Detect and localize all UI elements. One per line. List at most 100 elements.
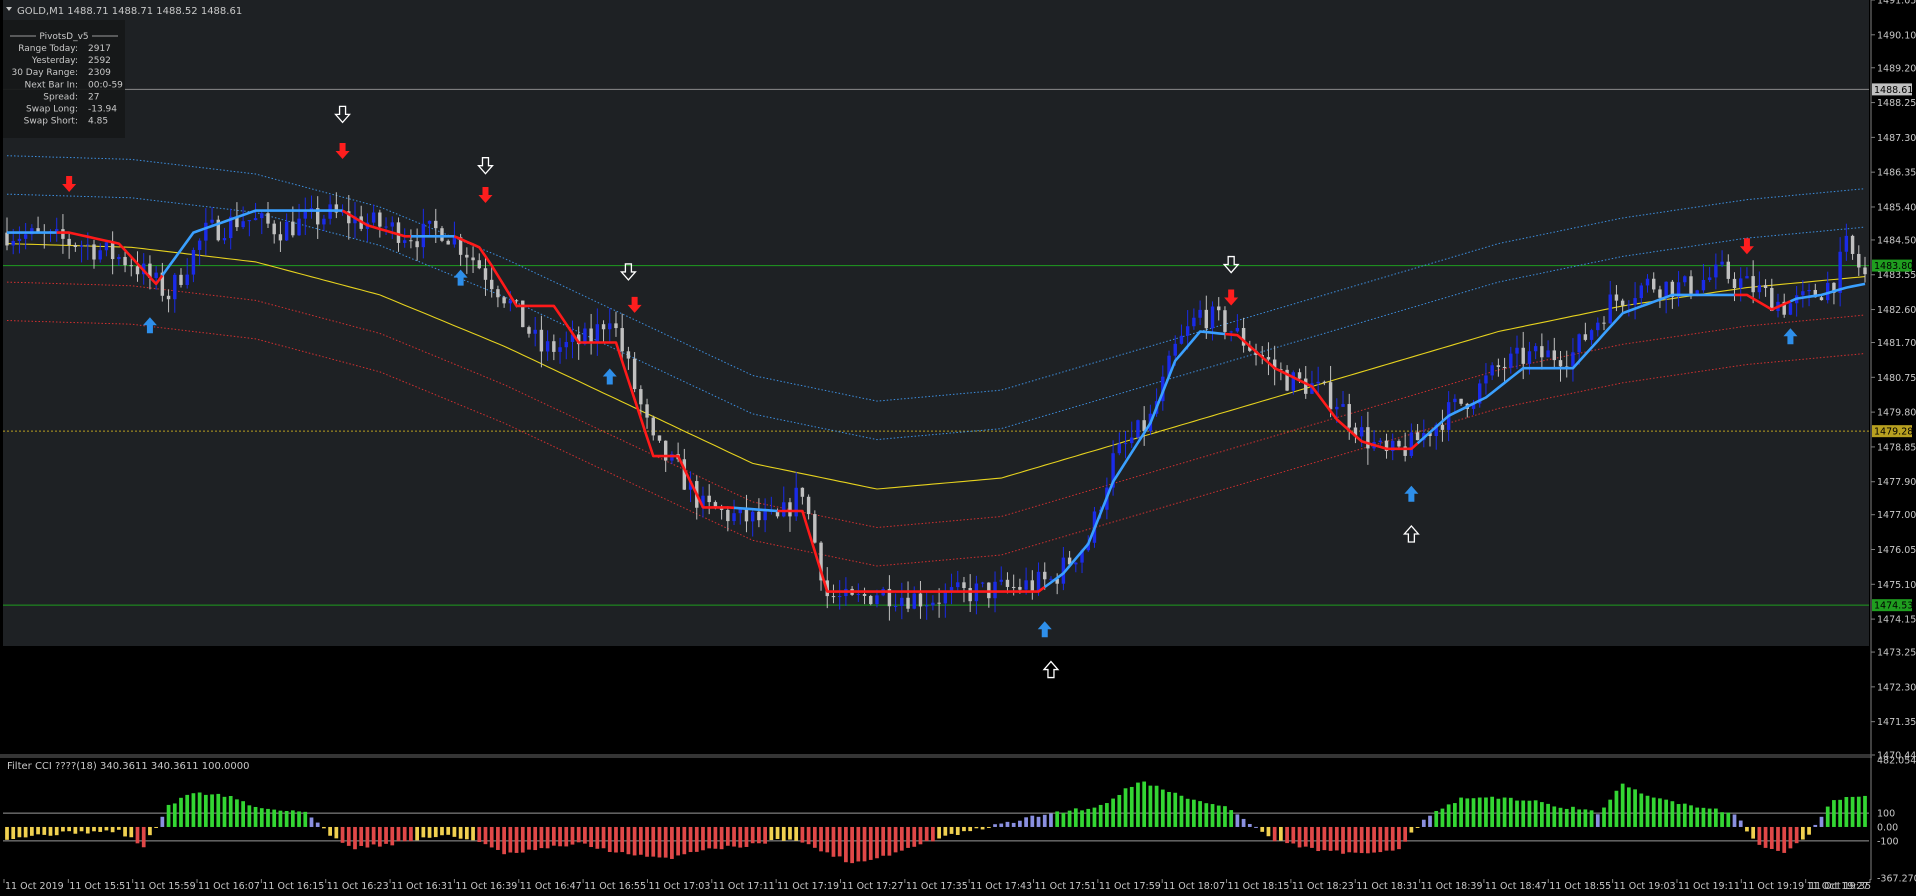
moving-average — [6, 243, 1866, 490]
cci-bar — [67, 826, 72, 832]
candle-body — [521, 300, 525, 328]
cci-bar — [396, 826, 401, 842]
candle-body — [937, 602, 941, 604]
price-badge-label: 1483.80 — [1874, 261, 1913, 272]
candle-body — [402, 240, 407, 243]
candle-body — [1241, 327, 1246, 346]
cci-bar — [1316, 826, 1321, 852]
candle-body — [558, 347, 562, 352]
cci-bar — [924, 826, 929, 842]
envelope-0 — [6, 155, 1866, 402]
candle-body — [1440, 424, 1445, 430]
cci-bar — [1192, 799, 1196, 827]
candle-body — [701, 495, 705, 508]
cci-bar — [1216, 805, 1221, 827]
price-tick-label: 1473.25 — [1877, 648, 1916, 659]
cci-bar — [110, 826, 115, 833]
cci-bar — [409, 826, 413, 842]
candle-body — [1074, 562, 1078, 565]
candle-body — [1863, 267, 1867, 275]
cci-bar — [129, 826, 134, 838]
candle-body — [527, 327, 531, 334]
cci-bar — [986, 826, 991, 828]
sell-arrow-icon — [627, 296, 642, 313]
cci-bar — [1856, 796, 1861, 827]
price-tick-label: 1483.55 — [1877, 270, 1916, 281]
cci-bar — [483, 826, 488, 845]
candle-body — [1801, 291, 1805, 296]
candle-body — [887, 588, 892, 607]
price-axis[interactable]: 1491.05 1490.10 1489.20 1488.25 1487.30 1486.… — [1870, 0, 1916, 880]
candle-body — [502, 297, 506, 304]
cci-bar — [1353, 826, 1358, 853]
cci-bar — [315, 822, 320, 827]
cci-bar — [203, 794, 208, 827]
candle-body — [61, 229, 65, 239]
cci-bar — [42, 826, 47, 835]
cci-bar — [23, 826, 28, 838]
time-axis[interactable]: 11 Oct 2019 11 Oct 15:51 11 Oct 15:59 11 Oc… — [3, 879, 1871, 892]
cci-bar — [713, 826, 718, 849]
candle-body — [1279, 369, 1283, 371]
candle-body — [1819, 297, 1824, 301]
candle-body — [508, 300, 513, 304]
cci-bar — [1024, 817, 1028, 827]
candle-body — [1453, 398, 1457, 403]
cci-bar — [831, 826, 836, 857]
candle-body — [1415, 432, 1420, 441]
candle-body — [1080, 550, 1084, 563]
envelope-bands — [6, 155, 1866, 567]
candle-body — [595, 324, 600, 343]
indicator-panel[interactable]: Filter CCI ????(18) 340.3611 340.3611 10… — [3, 755, 1916, 885]
cci-bar — [1782, 826, 1787, 853]
cci-bar — [185, 794, 190, 827]
candle-body — [608, 323, 612, 330]
time-tick-label: 11 Oct 19:19 — [1742, 881, 1804, 892]
candle-body — [1763, 285, 1768, 289]
candle-body — [968, 588, 972, 602]
cci-bar — [1129, 786, 1134, 827]
cci-bar — [1328, 826, 1333, 851]
candle-body — [79, 245, 84, 247]
candle-body — [514, 300, 519, 302]
cci-bar — [1825, 806, 1830, 827]
candle-body — [794, 487, 798, 517]
today-session-shading — [3, 0, 1869, 646]
trend-segment — [1734, 293, 1791, 311]
cci-bar — [36, 826, 40, 835]
candle-body — [179, 274, 183, 285]
cci-bar — [1061, 812, 1066, 827]
cci-bar — [868, 826, 873, 860]
candle-body — [1043, 571, 1047, 580]
candle-body — [539, 329, 544, 352]
cci-bar — [1627, 787, 1631, 827]
candle-body — [334, 204, 339, 213]
cci-bar — [732, 826, 736, 847]
price-tick-label: 1482.60 — [1877, 305, 1916, 316]
candle-body — [800, 487, 805, 497]
cci-bar — [999, 823, 1004, 827]
candle-body — [266, 213, 270, 224]
price-badge — [1872, 83, 1912, 96]
cci-bar — [278, 810, 283, 827]
cci-bar — [1664, 799, 1669, 827]
cci-bar — [353, 826, 357, 850]
trend-segment — [777, 509, 1046, 593]
sell-outline-arrow-icon — [1222, 255, 1240, 274]
candle-body — [819, 542, 823, 581]
candle-body — [1428, 433, 1432, 437]
candle-body — [409, 240, 413, 242]
cci-bar — [694, 826, 699, 852]
collapse-triangle-icon[interactable] — [6, 7, 12, 11]
pivot-row-label: Spread: — [43, 92, 78, 102]
cci-bar — [875, 826, 879, 859]
cci-bar — [775, 826, 780, 840]
cci-bar — [1533, 800, 1538, 827]
cci-bar — [154, 826, 159, 828]
cci-bar — [589, 826, 593, 848]
time-tick-label: 11 Oct 18:39 — [1421, 881, 1483, 892]
candle-body — [1366, 427, 1370, 449]
candle-body — [415, 241, 419, 248]
candle-body — [291, 221, 295, 236]
